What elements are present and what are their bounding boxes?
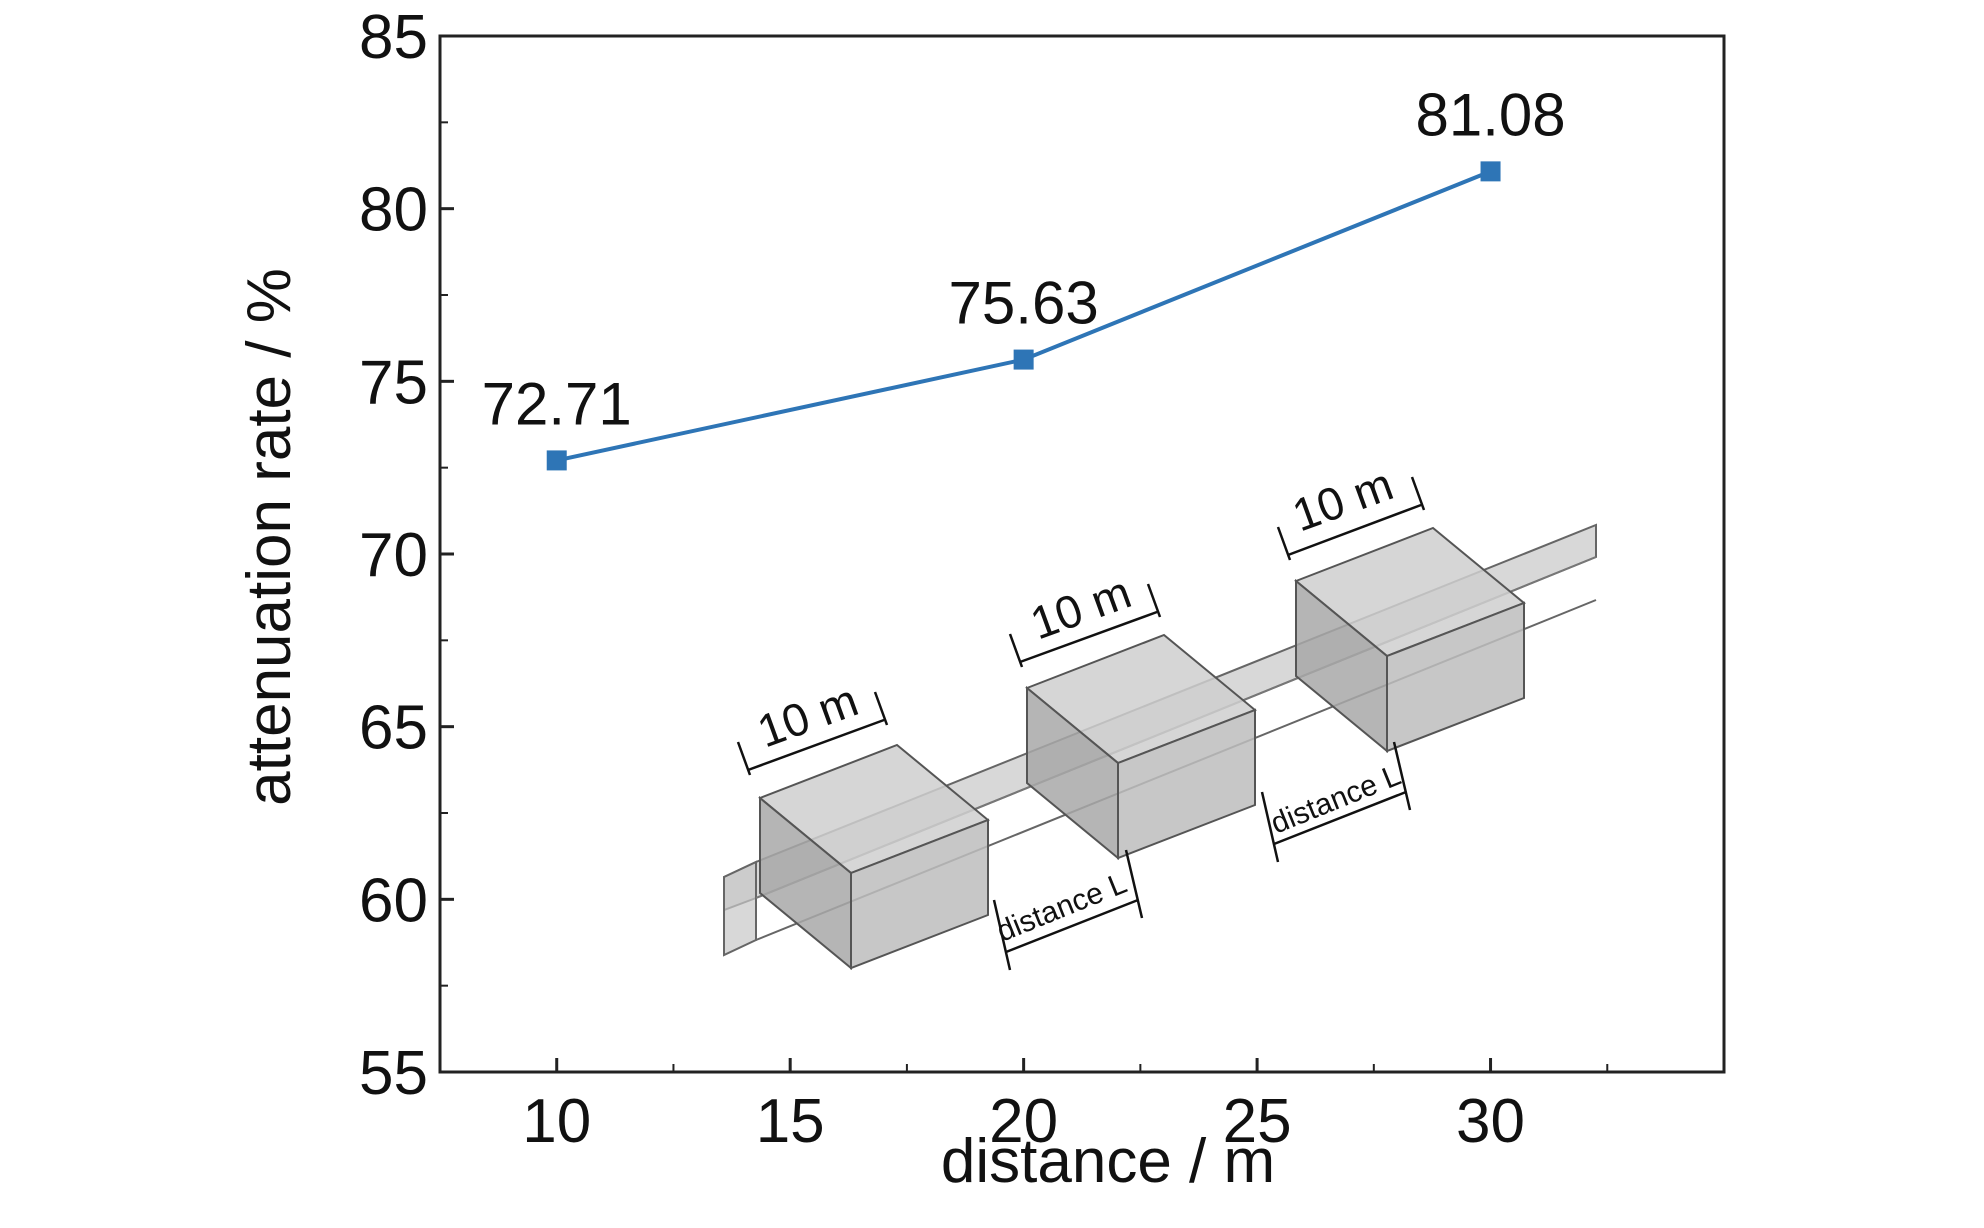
y-axis-title: attenuation rate / % [235,268,304,806]
y-axis: 55 60 65 70 75 80 85 [359,3,454,1108]
data-label: 72.71 [482,370,632,437]
box-1-width-label: 10 m [751,674,865,758]
dim-line-box-2 [1019,610,1158,664]
x-tick-label: 20 [989,1087,1058,1156]
pipe-end [723,860,757,957]
x-axis: 10 15 20 25 30 [522,1058,1609,1156]
data-point [1013,349,1034,370]
series-layer: 72.71 75.63 81.08 [482,81,1566,471]
y-tick-label: 80 [359,176,428,245]
data-point [546,450,567,471]
box-3-side [1295,578,1388,754]
y-tick-label: 65 [359,694,428,763]
y-tick-label: 85 [359,3,428,72]
gap-line-2 [1273,790,1407,846]
gap-1-label: distance L [992,867,1131,949]
x-tick-label: 25 [1223,1087,1292,1156]
box-1-side [759,795,852,971]
box-2-width-label: 10 m [1024,566,1138,650]
x-tick-label: 15 [756,1087,825,1156]
x-axis-title: distance / m [941,1127,1275,1196]
dim-line-box-1 [747,718,885,772]
gap-line-1 [1005,898,1139,954]
inset-schematic: 10 m 10 m 10 m distance L distance L [723,458,1597,971]
y-tick-label: 70 [359,521,428,590]
y-tick-label: 55 [359,1039,428,1108]
data-label: 81.08 [1415,81,1565,148]
y-tick-label: 60 [359,866,428,935]
box-3-width-label: 10 m [1286,458,1400,542]
data-label: 75.63 [949,270,1099,337]
dim-line-box-3 [1287,503,1422,557]
data-point [1480,161,1501,182]
x-tick-label: 10 [522,1087,591,1156]
y-tick-label: 75 [359,348,428,417]
x-tick-label: 30 [1456,1087,1525,1156]
box-2-side [1026,685,1119,861]
